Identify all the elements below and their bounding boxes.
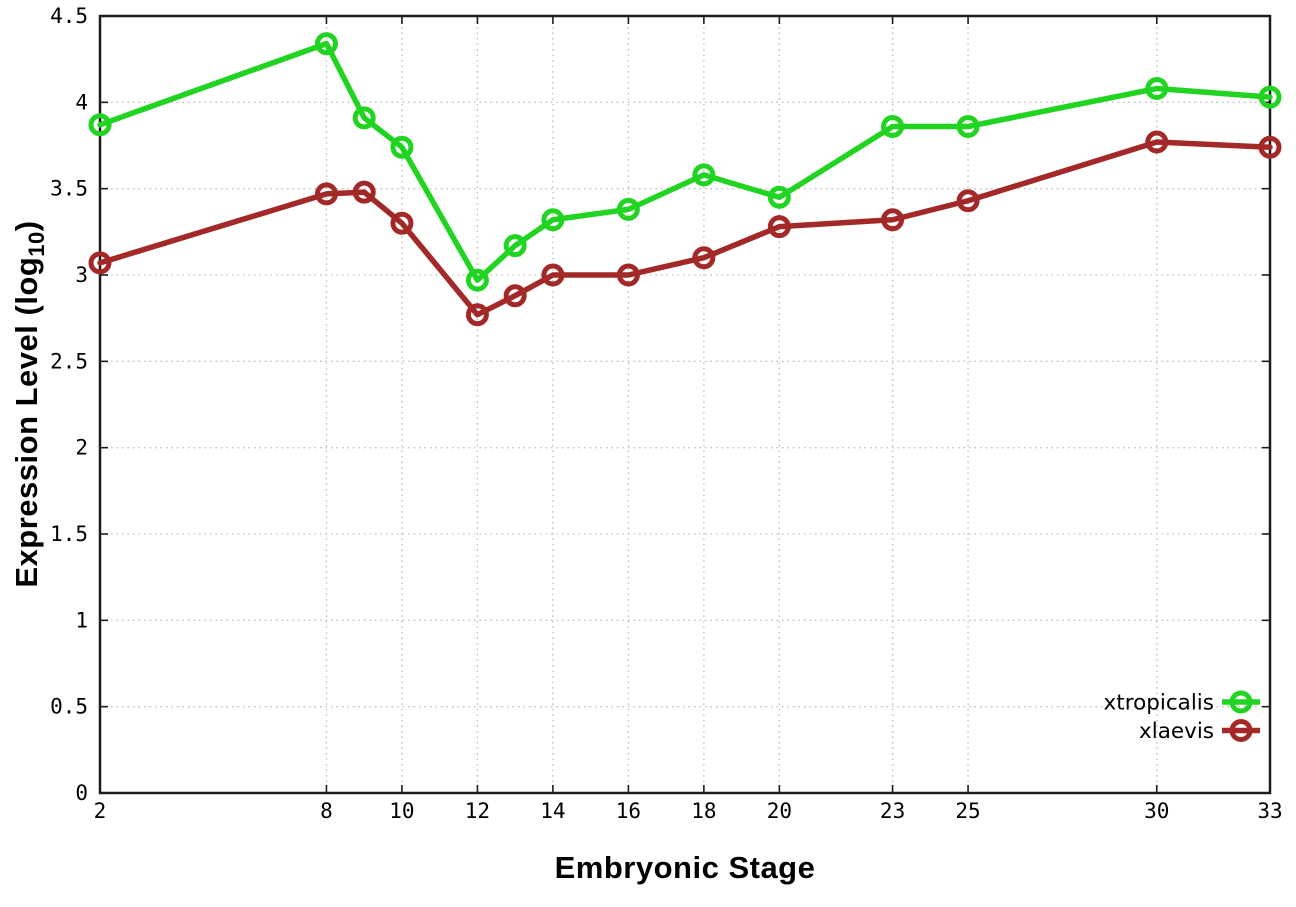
data-point-xlaevis [88,251,112,275]
y-tick-label: 2.5 [50,349,88,373]
data-point-xtropicalis [956,115,980,139]
y-tick-label: 0.5 [50,695,88,719]
y-axis-title-text: Expression Level (log [9,256,44,588]
x-tick-label: 18 [691,799,716,823]
series-line-xlaevis [97,139,1273,318]
data-point-xtropicalis [692,163,716,187]
data-point-xlaevis [314,182,338,206]
y-axis-title-subscript: 10 [24,231,49,257]
data-point-xtropicalis [881,115,905,139]
y-tick-label: 1.5 [50,522,88,546]
legend-label-xlaevis: xlaevis [1139,719,1214,744]
y-tick-label: 0 [75,781,88,805]
x-tick-label: 23 [880,799,905,823]
data-point-xlaevis [390,211,414,235]
data-point-xtropicalis [88,113,112,137]
y-axis-title: Expression Level (log10) [9,220,49,588]
y-tick-label: 3.5 [50,177,88,201]
data-point-xtropicalis [541,208,565,232]
data-point-xlaevis [541,263,565,287]
data-point-xlaevis [465,303,489,327]
y-tick-label: 2 [75,436,88,460]
x-tick-label: 8 [320,799,333,823]
data-point-xlaevis [881,208,905,232]
data-point-xlaevis [352,180,376,204]
x-tick-label: 10 [389,799,414,823]
data-point-xlaevis [1145,130,1169,154]
x-tick-label: 14 [540,799,565,823]
data-point-xtropicalis [352,106,376,130]
x-tick-label: 16 [616,799,641,823]
data-point-xlaevis [503,284,527,308]
data-point-xtropicalis [465,268,489,292]
legend-label-xtropicalis: xtropicalis [1104,691,1214,716]
data-point-xlaevis [1258,135,1282,159]
data-point-xlaevis [692,246,716,270]
x-tick-label: 30 [1144,799,1169,823]
data-point-xtropicalis [767,185,791,209]
data-point-xlaevis [767,215,791,239]
y-axis-title-close: ) [9,220,44,232]
x-tick-label: 20 [767,799,792,823]
legend-marker-xlaevis [1229,719,1253,742]
x-axis-title-text: Embryonic Stage [554,850,816,885]
x-tick-label: 33 [1257,799,1282,823]
y-tick-label: 3 [75,263,88,287]
data-point-xtropicalis [1258,85,1282,109]
legend-marker-xtropicalis [1229,690,1253,714]
x-axis-title: Embryonic Stage [100,850,1270,886]
data-point-xtropicalis [1145,77,1169,101]
x-tick-label: 2 [94,799,107,823]
y-tick-label: 4.5 [50,4,88,28]
data-point-xtropicalis [616,197,640,221]
x-tick-label: 12 [465,799,490,823]
data-point-xtropicalis [314,32,338,56]
data-point-xlaevis [956,189,980,213]
plot-border [98,14,1272,795]
y-tick-label: 1 [75,608,88,632]
x-tick-label: 25 [955,799,980,823]
y-tick-label: 4 [75,90,88,114]
data-point-xlaevis [616,263,640,287]
data-point-xtropicalis [503,234,527,258]
data-point-xtropicalis [390,135,414,159]
